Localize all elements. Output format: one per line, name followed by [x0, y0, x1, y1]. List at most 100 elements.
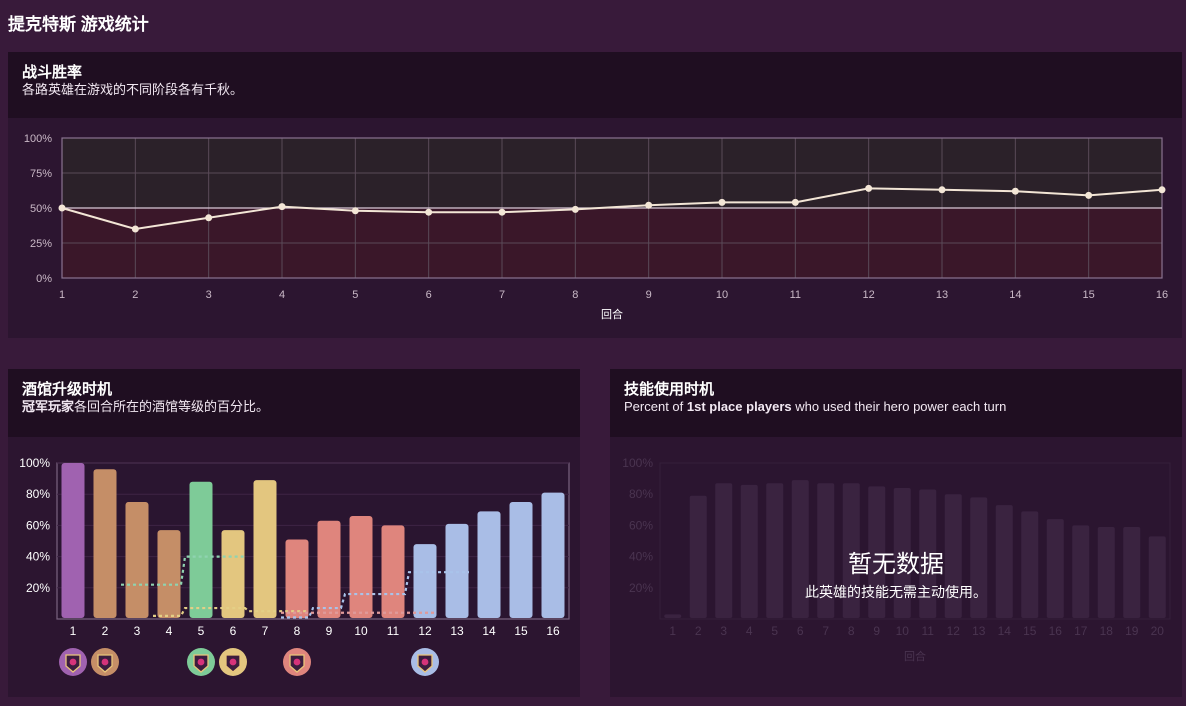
x-tick-label: 9 [646, 289, 652, 301]
x-tick-label: 4 [166, 624, 173, 638]
x-tick-label: 18 [1100, 624, 1114, 638]
power-subtitle-post: who used their hero power each turn [791, 399, 1007, 414]
power-subtitle-pre: Percent of [624, 399, 687, 414]
y-tick-label: 60% [629, 518, 653, 532]
x-tick-label: 20 [1151, 624, 1165, 638]
tavern-bar [317, 520, 341, 618]
power-bar [791, 480, 809, 618]
winrate-point [791, 198, 799, 206]
power-bar [995, 505, 1013, 618]
power-panel: 技能使用时机 Percent of 1st place players who … [610, 369, 1182, 697]
no-data-subtitle: 此英雄的技能无需主动使用。 [805, 584, 987, 600]
tavern-bar [221, 530, 245, 618]
x-tick-label: 15 [1023, 624, 1037, 638]
tavern-dotted-line [281, 571, 469, 619]
x-axis-label: 回合 [904, 649, 926, 663]
winrate-point [498, 208, 506, 216]
x-tick-label: 11 [922, 624, 935, 638]
x-tick-label: 16 [1049, 624, 1063, 638]
x-tick-label: 3 [720, 624, 727, 638]
power-panel-header: 技能使用时机 Percent of 1st place players who … [610, 369, 1182, 437]
no-data-title: 暂无数据 [848, 551, 944, 578]
power-bar [817, 483, 835, 618]
tavern-tier-badge [91, 648, 119, 676]
winrate-point [571, 205, 579, 213]
winrate-title: 战斗胜率 [22, 64, 83, 81]
gem-icon [69, 658, 77, 666]
power-bar [1123, 526, 1141, 618]
x-tick-label: 2 [132, 289, 138, 301]
y-tick-label: 60% [26, 518, 50, 532]
power-bar [1097, 526, 1115, 618]
power-bar [893, 487, 911, 618]
y-tick-label: 20% [629, 581, 653, 595]
x-tick-label: 8 [294, 624, 301, 638]
power-bar [970, 497, 988, 618]
tavern-tier-badge [283, 648, 311, 676]
tavern-subtitle: 冠军玩家各回合所在的酒馆等级的百分比。 [22, 399, 566, 415]
tavern-panel-header: 酒馆升级时机 冠军玩家各回合所在的酒馆等级的百分比。 [8, 369, 580, 437]
y-tick-label: 40% [629, 550, 653, 564]
power-bar [766, 483, 784, 618]
winrate-point [938, 186, 946, 194]
gem-icon [421, 658, 429, 666]
power-bar [1046, 519, 1064, 618]
power-bar [1148, 536, 1166, 618]
power-bar [868, 486, 886, 618]
winrate-point [58, 204, 66, 212]
tavern-tier-badge [219, 648, 247, 676]
x-tick-label: 3 [206, 289, 212, 301]
tavern-bar [285, 539, 309, 618]
y-tick-label: 80% [26, 487, 50, 501]
x-tick-label: 11 [790, 289, 801, 301]
y-tick-label: 20% [26, 581, 50, 595]
y-tick-label: 100% [622, 456, 653, 470]
power-subtitle-bold: 1st place players [686, 399, 792, 414]
x-tick-label: 7 [262, 624, 269, 638]
power-chart: 20%40%60%80%100%1 2 3 4 5 6 7 8 9 10 11 12 13 14 15 16 1… [622, 456, 1171, 663]
power-bar [1072, 525, 1090, 618]
gem-icon [293, 658, 301, 666]
winrate-series-line [61, 187, 1163, 231]
x-tick-label: 3 [134, 624, 141, 638]
power-bar [842, 483, 860, 618]
x-tick-label: 1 [70, 624, 77, 638]
tavern-panel: 酒馆升级时机 冠军玩家各回合所在的酒馆等级的百分比。 20% 40% 60% 80% 1… [8, 369, 580, 697]
tavern-bar [541, 492, 565, 618]
y-tick-label: 0% [36, 273, 52, 285]
tavern-chart: 20%40%60%80%100%1 2 3 4 5 6 7 8 9 10 11 12 13 14 15 16 [19, 456, 570, 676]
tavern-bar [189, 481, 213, 618]
tavern-bar [381, 525, 405, 618]
y-tick-label: 50% [30, 203, 52, 215]
winrate-point [425, 208, 433, 216]
x-tick-label: 7 [499, 289, 505, 301]
x-tick-label: 17 [1074, 624, 1088, 638]
winrate-point [718, 198, 726, 206]
winrate-point [131, 225, 139, 233]
winrate-point [205, 214, 213, 222]
winrate-point [865, 184, 873, 192]
winrate-point [1158, 186, 1166, 194]
winrate-point [351, 207, 359, 215]
y-tick-label: 100% [19, 456, 50, 470]
tavern-tier-badge [59, 648, 87, 676]
x-tick-label: 11 [387, 624, 400, 638]
power-bar [944, 494, 962, 618]
x-tick-label: 6 [230, 624, 237, 638]
x-tick-label: 15 [514, 624, 528, 638]
x-tick-label: 13 [936, 289, 948, 301]
x-tick-label: 10 [716, 289, 728, 301]
x-axis-label: 回合 [601, 307, 623, 321]
tavern-bar [349, 516, 373, 618]
tavern-bar [477, 511, 501, 618]
tavern-subtitle-bold: 冠军玩家 [22, 399, 75, 414]
power-bar [919, 489, 937, 618]
x-tick-label: 4 [746, 624, 753, 638]
x-tick-label: 5 [771, 624, 778, 638]
x-tick-label: 10 [896, 624, 910, 638]
tavern-tier-badge [187, 648, 215, 676]
gem-icon [197, 658, 205, 666]
tavern-subtitle-rest: 各回合所在的酒馆等级的百分比。 [74, 399, 270, 414]
x-tick-label: 14 [482, 624, 496, 638]
